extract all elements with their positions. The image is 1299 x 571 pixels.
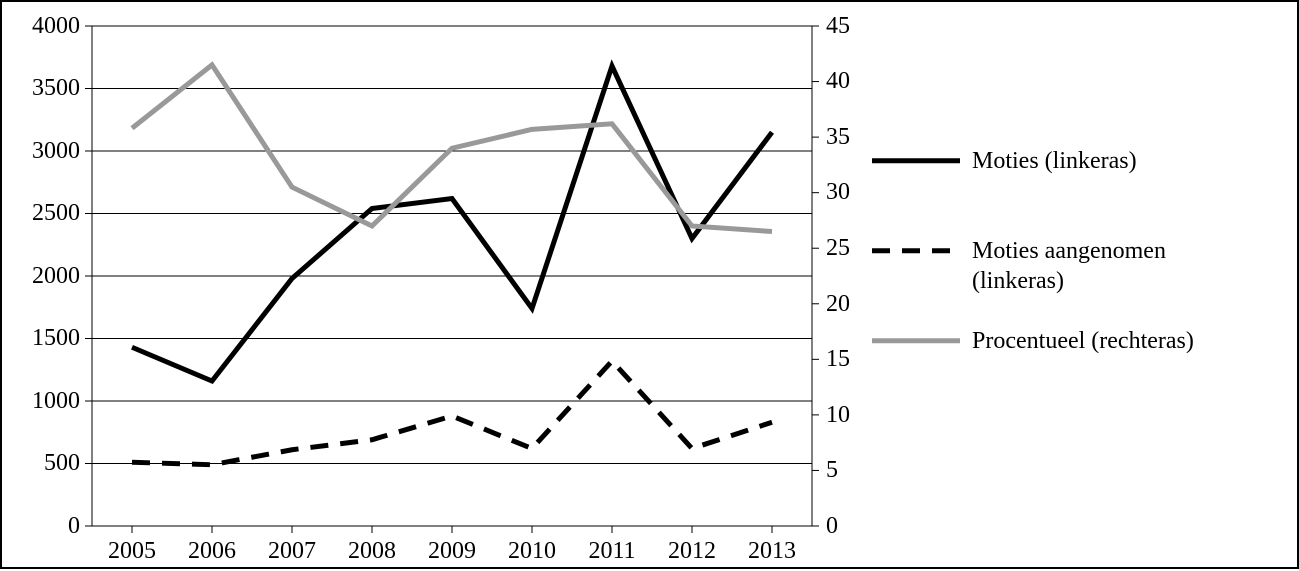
chart-stage: 0 500 1000 1500 2000 2500 3000 3500 4000 0 5 10 15 20… (2, 2, 1297, 567)
x-tick-label: 2013 (740, 538, 804, 565)
x-tick-label: 2006 (180, 538, 244, 565)
y-right-tick-label: 15 (826, 346, 876, 373)
y-left-tick-label: 3500 (12, 75, 80, 102)
y-right-tick-label: 5 (826, 457, 876, 484)
y-left-tick-label: 1000 (12, 388, 80, 415)
x-tick-label: 2005 (100, 538, 164, 565)
x-tick-label: 2009 (420, 538, 484, 565)
legend-label-moties: Moties (linkeras) (972, 146, 1232, 176)
y-right-tick-label: 20 (826, 291, 876, 318)
y-left-tick-label: 3000 (12, 138, 80, 165)
y-right-tick-label: 35 (826, 124, 876, 151)
x-tick-label: 2007 (260, 538, 324, 565)
y-right-tick-label: 25 (826, 235, 876, 262)
y-right-tick-label: 10 (826, 402, 876, 429)
y-left-tick-label: 500 (12, 450, 80, 477)
x-tick-label: 2010 (500, 538, 564, 565)
x-tick-label: 2011 (580, 538, 644, 565)
y-right-tick-label: 45 (826, 13, 876, 40)
x-tick-label: 2008 (340, 538, 404, 565)
y-right-tick-label: 40 (826, 68, 876, 95)
y-left-tick-label: 1500 (12, 325, 80, 352)
x-tick-label: 2012 (660, 538, 724, 565)
y-right-tick-label: 30 (826, 179, 876, 206)
y-left-tick-label: 2500 (12, 200, 80, 227)
y-right-tick-label: 0 (826, 513, 876, 540)
y-left-tick-label: 0 (12, 513, 80, 540)
y-left-tick-label: 4000 (12, 13, 80, 40)
legend-label-procentueel: Procentueel (rechteras) (972, 326, 1232, 356)
y-left-tick-label: 2000 (12, 263, 80, 290)
legend-label-aangenomen: Moties aangenomen (linkeras) (972, 236, 1232, 296)
chart-frame: 0 500 1000 1500 2000 2500 3000 3500 4000 0 5 10 15 20… (0, 0, 1299, 569)
